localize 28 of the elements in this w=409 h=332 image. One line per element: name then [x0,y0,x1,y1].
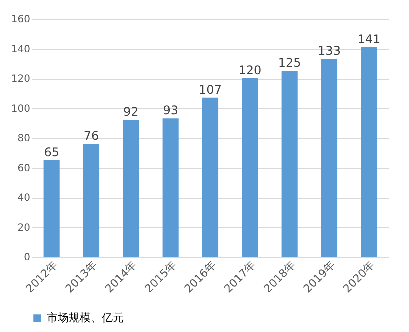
bar [242,78,258,257]
bar [202,98,219,257]
y-tick-label: 140 [11,44,30,56]
data-label: 65 [44,145,60,160]
bar [123,120,140,257]
data-label: 125 [278,56,302,70]
y-tick-label: 20 [18,222,30,234]
data-label: 76 [84,128,100,143]
legend-label: 市场规模、亿元 [47,312,124,324]
y-tick-label: 60 [18,163,30,174]
y-tick-label: 120 [11,74,30,85]
data-label: 93 [163,104,178,118]
y-tick-label: 40 [18,193,30,204]
bar [282,71,298,257]
bar [321,59,338,257]
y-tick-label: 80 [18,134,30,144]
data-label: 141 [358,32,381,46]
data-label: 107 [199,82,222,97]
bar [361,47,378,257]
y-tick-label: 100 [11,104,30,115]
bar [44,160,60,257]
data-label: 92 [124,105,139,120]
data-label: 133 [318,44,341,58]
y-tick-label: 160 [11,14,30,26]
bar [162,118,179,257]
bar [83,144,100,257]
data-label: 120 [238,64,262,78]
y-tick-label: 0 [24,252,30,264]
